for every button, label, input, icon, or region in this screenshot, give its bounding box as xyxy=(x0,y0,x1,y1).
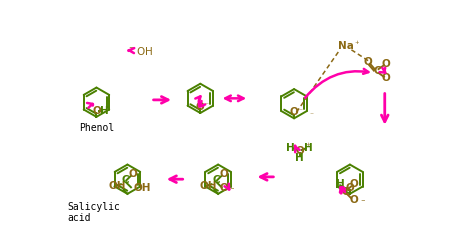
Text: OH: OH xyxy=(199,181,217,191)
Text: O: O xyxy=(346,183,354,193)
Text: H: H xyxy=(304,143,313,153)
Text: C: C xyxy=(373,66,381,76)
Text: $⁻$: $⁻$ xyxy=(204,98,210,107)
Text: $⁻$: $⁻$ xyxy=(298,104,303,113)
Text: O: O xyxy=(219,183,228,193)
Text: H: H xyxy=(100,106,109,116)
Text: O: O xyxy=(349,195,358,204)
Text: $⁻$: $⁻$ xyxy=(309,108,315,117)
Text: Phenol: Phenol xyxy=(79,123,114,133)
Text: C: C xyxy=(122,175,129,185)
Text: O: O xyxy=(295,146,304,156)
Text: O: O xyxy=(290,107,299,117)
Text: OH: OH xyxy=(109,181,126,191)
Text: O: O xyxy=(364,57,372,67)
Text: $^-$: $^-$ xyxy=(228,185,235,194)
Text: C: C xyxy=(212,175,220,185)
Text: $^-$: $^-$ xyxy=(359,197,366,206)
Text: O: O xyxy=(92,106,101,116)
Text: O: O xyxy=(349,179,358,189)
Text: $^-$OH: $^-$OH xyxy=(128,45,154,57)
Text: $^+$: $^+$ xyxy=(304,142,311,151)
Text: $^+$: $^+$ xyxy=(353,39,360,48)
Text: H: H xyxy=(286,143,294,153)
Text: OH: OH xyxy=(133,183,151,193)
Text: O: O xyxy=(382,59,391,69)
Text: O: O xyxy=(219,169,228,179)
Text: Na: Na xyxy=(338,41,354,51)
Text: O: O xyxy=(196,102,205,112)
Text: C: C xyxy=(342,187,349,197)
Text: O: O xyxy=(382,73,391,83)
Text: O: O xyxy=(129,169,137,179)
Text: H: H xyxy=(295,153,304,163)
Text: Salicylic
acid: Salicylic acid xyxy=(67,202,120,223)
Text: H: H xyxy=(336,179,345,189)
